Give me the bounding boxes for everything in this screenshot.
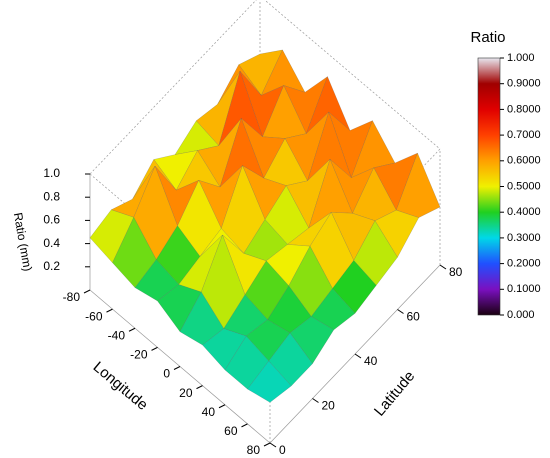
colorbar-tick-label: 0.7000 xyxy=(507,129,541,141)
colorbar-tick-label: 0.000 xyxy=(507,309,535,321)
x-tick-label: 60 xyxy=(224,424,238,438)
y-tick xyxy=(439,264,447,270)
z-tick-label: 1.0 xyxy=(43,166,60,180)
x-tick-label: 80 xyxy=(247,443,261,457)
x-tick xyxy=(83,289,91,294)
colorbar-tick-label: 0.4000 xyxy=(507,206,541,218)
x-tick xyxy=(218,404,226,409)
y-tick xyxy=(354,353,362,359)
y-tick-label: 40 xyxy=(364,354,378,368)
y-tick xyxy=(269,442,277,448)
x-tick xyxy=(196,385,203,390)
z-tick-label: 0.6 xyxy=(43,213,60,227)
colorbar-tick-label: 0.8000 xyxy=(507,103,541,115)
colorbar-tick-label: 0.5000 xyxy=(507,180,541,192)
x-tick-label: -40 xyxy=(108,328,126,342)
x-tick-label: -20 xyxy=(130,348,148,362)
z-tick-label: 0.2 xyxy=(43,259,60,273)
colorbar-title: Ratio xyxy=(470,29,505,46)
z-axis-label: Ratio (mm) xyxy=(11,211,35,272)
y-tick-label: 60 xyxy=(407,310,421,324)
colorbar-tick-label: 0.3000 xyxy=(507,232,541,244)
y-axis-label: Latitude xyxy=(371,368,418,420)
y-tick-label: 80 xyxy=(449,265,463,279)
x-tick xyxy=(241,423,248,428)
x-tick xyxy=(151,346,158,351)
colorbar-tick-label: 0.6000 xyxy=(507,155,541,167)
x-tick-label: 20 xyxy=(179,386,193,400)
colorbar-tick-label: 0.9000 xyxy=(507,78,541,90)
surface-patch xyxy=(247,360,292,403)
x-tick-label: 0 xyxy=(163,367,170,381)
x-tick xyxy=(173,366,181,370)
y-tick-label: 0 xyxy=(279,443,286,457)
y-tick-label: 20 xyxy=(322,399,336,413)
x-tick-label: -80 xyxy=(63,290,81,304)
x-axis-label: Longitude xyxy=(90,358,151,413)
x-tick xyxy=(106,308,113,313)
y-tick xyxy=(397,309,404,314)
y-tick xyxy=(312,398,319,403)
x-tick-label: -60 xyxy=(85,309,103,323)
x-tick-label: 40 xyxy=(202,405,216,419)
colorbar-tick-label: 0.2000 xyxy=(507,258,541,270)
colorbar-tick-label: 1.000 xyxy=(507,52,535,64)
box-edge xyxy=(89,0,257,175)
x-tick xyxy=(263,442,271,447)
z-tick-label: 0.8 xyxy=(43,189,60,203)
x-tick xyxy=(128,327,136,332)
colorbar-tick-label: 0.1000 xyxy=(507,283,541,295)
colorbar xyxy=(477,57,501,316)
surface xyxy=(89,49,441,403)
z-tick-label: 0.4 xyxy=(43,236,60,250)
box-edge xyxy=(264,0,441,150)
